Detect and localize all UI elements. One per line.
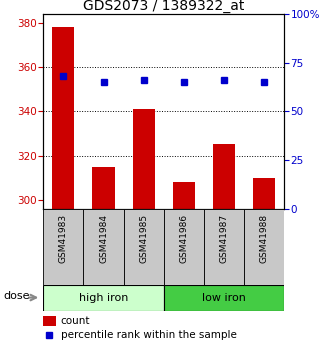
- Text: low iron: low iron: [202, 293, 246, 303]
- Text: high iron: high iron: [79, 293, 128, 303]
- Text: GSM41986: GSM41986: [179, 214, 188, 263]
- Bar: [43, 316, 56, 326]
- Bar: [164, 209, 204, 285]
- Bar: [213, 145, 235, 209]
- Text: count: count: [61, 316, 91, 326]
- Bar: [204, 209, 244, 285]
- Text: GSM41985: GSM41985: [139, 214, 148, 263]
- Bar: [253, 178, 275, 209]
- Text: GSM41983: GSM41983: [59, 214, 68, 263]
- Bar: [43, 209, 83, 285]
- Bar: [133, 109, 155, 209]
- Bar: [124, 209, 164, 285]
- Bar: [52, 27, 74, 209]
- Bar: [92, 167, 115, 209]
- Bar: [43, 285, 164, 310]
- Bar: [164, 285, 284, 310]
- Text: GSM41987: GSM41987: [219, 214, 229, 263]
- Title: GDS2073 / 1389322_at: GDS2073 / 1389322_at: [83, 0, 244, 13]
- Text: GSM41984: GSM41984: [99, 214, 108, 263]
- Text: dose: dose: [3, 291, 30, 301]
- Bar: [244, 209, 284, 285]
- Text: percentile rank within the sample: percentile rank within the sample: [61, 331, 237, 341]
- Text: GSM41988: GSM41988: [259, 214, 269, 263]
- Bar: [83, 209, 124, 285]
- Bar: [173, 182, 195, 209]
